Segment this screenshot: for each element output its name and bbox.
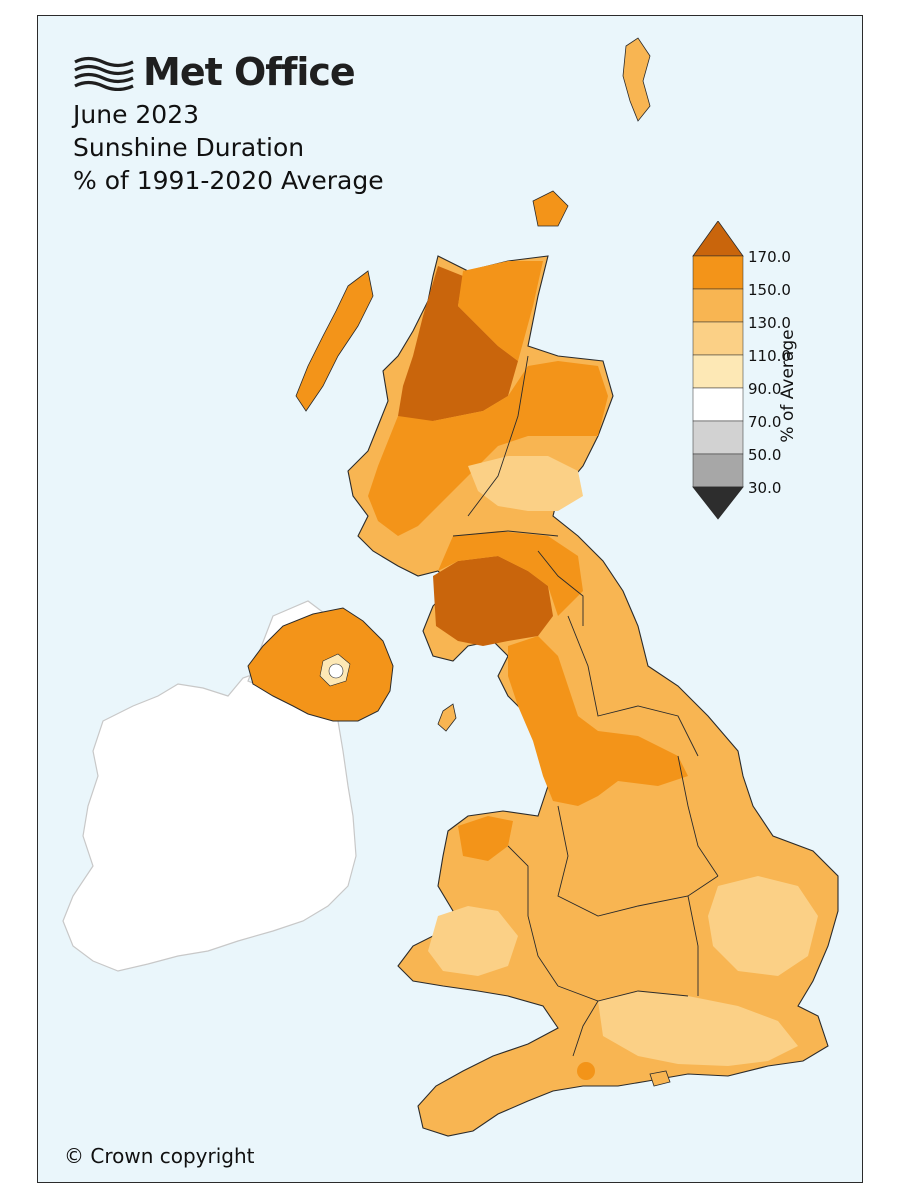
copyright-notice: © Crown copyright bbox=[64, 1144, 255, 1168]
colorbar-legend: 170.0 150.0 130.0 110.0 90.0 70.0 50.0 3… bbox=[688, 220, 798, 521]
legend-tick: 170.0 bbox=[748, 248, 791, 266]
legend-tick: 70.0 bbox=[748, 413, 782, 431]
north-wales-dark bbox=[458, 816, 513, 861]
isle-of-man bbox=[437, 703, 457, 732]
outer-hebrides bbox=[295, 270, 374, 412]
south-light bbox=[598, 991, 798, 1066]
highlands-dark bbox=[458, 261, 543, 361]
wales-light bbox=[428, 906, 518, 976]
shetland bbox=[622, 37, 651, 122]
orkney bbox=[532, 190, 569, 227]
legend-axis-label: % of Average bbox=[778, 329, 798, 443]
legend-tick: 90.0 bbox=[748, 380, 782, 398]
isle-of-wight bbox=[649, 1070, 671, 1087]
colorbar bbox=[692, 220, 744, 520]
legend-tick: 50.0 bbox=[748, 446, 782, 464]
west-highlands-dark bbox=[368, 361, 608, 536]
uk-sunshine-map bbox=[62, 37, 839, 1137]
legend-tick: 30.0 bbox=[748, 479, 782, 497]
east-lowland-light bbox=[468, 456, 583, 511]
highlands-darkest bbox=[398, 266, 518, 436]
title-variable: Sunshine Duration bbox=[73, 133, 305, 162]
southwest-scotland-darkest bbox=[433, 556, 553, 646]
wave-lines-icon bbox=[74, 56, 134, 91]
title-baseline: % of 1991-2020 Average bbox=[73, 166, 384, 195]
met-office-logo: Met Office bbox=[73, 50, 356, 94]
legend-tick: 150.0 bbox=[748, 281, 791, 299]
map-frame: Met Office June 2023 Sunshine Duration %… bbox=[37, 15, 863, 1183]
region-borders bbox=[452, 355, 719, 1057]
legend-tick: 110.0 bbox=[748, 347, 791, 365]
logo-text: Met Office bbox=[143, 50, 356, 94]
legend-tick: 130.0 bbox=[748, 314, 791, 332]
map-title: June 2023 Sunshine Duration % of 1991-20… bbox=[73, 98, 384, 197]
borders-dark bbox=[438, 531, 583, 616]
northwest-england-dark bbox=[508, 636, 688, 806]
northern-ireland bbox=[247, 607, 394, 722]
title-month: June 2023 bbox=[73, 100, 200, 129]
east-anglia-light bbox=[708, 876, 818, 976]
